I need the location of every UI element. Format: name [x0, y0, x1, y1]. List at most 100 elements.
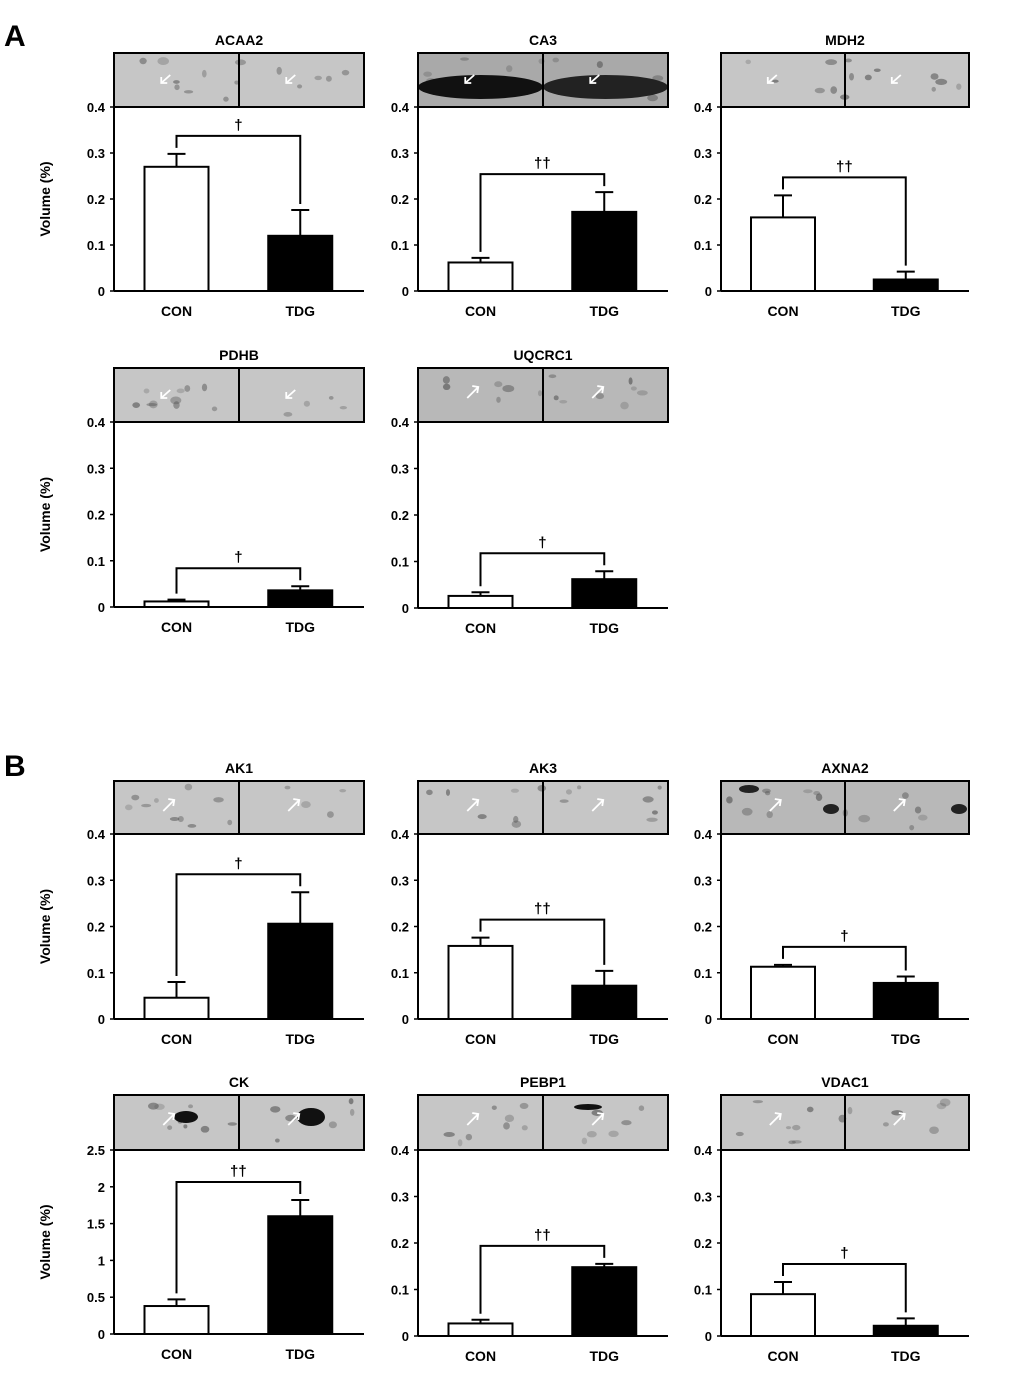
gel-spot: [443, 1131, 455, 1138]
x-tick-label-axna2: CON: [767, 1031, 798, 1047]
bar-tdg-axna2: [872, 981, 939, 1020]
gel-spot: [936, 1102, 947, 1110]
gel-spot: [201, 383, 208, 392]
spot-arrow-tdg-axna2-head: [898, 798, 906, 807]
gel-spot: [806, 1106, 814, 1113]
gel-spot: [297, 84, 303, 89]
y-tick-label-vdac1: 0.3: [694, 1190, 712, 1205]
y-tick-label-axna2: 0: [705, 1012, 712, 1027]
significance-marker-ak3: ††: [534, 901, 551, 918]
x-tick-label-ck: TDG: [285, 1346, 315, 1362]
x-tick-label-ck: CON: [161, 1346, 192, 1362]
bar-con-ca3: [447, 261, 514, 293]
spot-arrow-tdg-pdhb-shaft: [285, 389, 296, 399]
chart-title-uqcrc1: UQCRC1: [513, 347, 572, 363]
spot-arrow-con-axna2: [769, 798, 782, 812]
y-tick-label-axna2: 0.1: [694, 966, 712, 981]
significance-bracket-pebp1: [479, 1244, 606, 1314]
gel-spot: [234, 80, 240, 85]
spot-arrow-tdg-mdh2-shaft: [891, 74, 902, 84]
spot-arrow-tdg-ck-head: [293, 1112, 301, 1121]
spot-arrow-con-uqcrc1-shaft: [466, 386, 479, 399]
y-tick-label-pebp1: 0.3: [391, 1190, 409, 1205]
gel-spot: [519, 1102, 529, 1110]
x-tick-label-ca3: TDG: [589, 303, 619, 319]
gel-spot: [349, 1108, 355, 1116]
spot-arrow-con-vdac1: [769, 1112, 782, 1126]
significance-marker-ck: ††: [230, 1163, 247, 1180]
significance-bracket-ak1: [175, 873, 302, 976]
y-tick-label-ca3: 0.3: [391, 146, 409, 161]
y-tick-label-uqcrc1: 0.4: [391, 415, 410, 430]
significance-marker-mdh2: ††: [836, 158, 853, 175]
spot-arrow-tdg-mdh2: [890, 74, 902, 84]
gel-spot: [608, 1130, 619, 1138]
x-tick-label-acaa2: TDG: [285, 303, 315, 319]
spot-arrow-con-axna2-shaft: [769, 799, 782, 812]
spot-arrow-tdg-uqcrc1: [591, 385, 605, 399]
bar-tdg-ak1: [267, 922, 334, 1020]
y-tick-label-mdh2: 0.1: [694, 238, 712, 253]
gel-spot: [227, 1122, 238, 1126]
spot-arrow-con-ak1: [162, 798, 176, 812]
gel-spot: [565, 789, 572, 795]
y-tick-label-ak1: 0.2: [87, 920, 105, 935]
spot-arrow-tdg-pebp1-shaft: [591, 1113, 604, 1126]
significance-marker-pebp1: ††: [534, 1227, 551, 1244]
gel-spot: [149, 400, 158, 409]
gel-spot: [506, 65, 513, 73]
gel-spot: [752, 1100, 764, 1104]
spot-arrow-con-ck: [162, 1112, 176, 1126]
spot-arrow-con-acaa2-head: [160, 77, 168, 84]
x-tick-label-ca3: CON: [465, 303, 496, 319]
y-tick-label-pdhb: 0.4: [87, 415, 106, 430]
significance-bracket-axna2: [782, 945, 907, 971]
y-tick-label-ak3: 0.4: [391, 827, 410, 842]
gel-spot: [491, 1105, 497, 1110]
gel-spot: [141, 803, 152, 808]
gel-spot: [143, 388, 150, 394]
bar-tdg-ck: [267, 1215, 334, 1335]
gel-spot: [213, 797, 224, 803]
spot-arrow-con-vdac1-shaft: [769, 1113, 782, 1126]
gel-spot: [176, 388, 185, 394]
gel-spot: [445, 789, 451, 796]
x-tick-label-mdh2: CON: [767, 303, 798, 319]
gel-image-axna2: [720, 780, 970, 835]
gel-spot: [735, 1131, 744, 1137]
gel-spot: [457, 1139, 463, 1147]
chart-title-axna2: AXNA2: [821, 760, 869, 776]
gel-spot: [183, 90, 194, 94]
y-tick-label-acaa2: 0.2: [87, 192, 105, 207]
gel-spot: [423, 71, 432, 77]
gel-spot: [125, 804, 133, 811]
bar-con-ck: [143, 1305, 210, 1335]
gel-spot: [348, 1098, 354, 1105]
gel-spot: [339, 788, 347, 793]
gel-spot: [339, 405, 348, 410]
gel-spot: [503, 1122, 510, 1130]
x-tick-label-ak3: TDG: [589, 1031, 619, 1047]
significance-bracket-ca3: [479, 173, 606, 252]
gel-spot: [577, 785, 582, 790]
spot-arrow-con-uqcrc1-head: [472, 385, 480, 394]
bar-con-acaa2: [143, 165, 210, 292]
gel-spot: [844, 58, 852, 63]
y-tick-label-mdh2: 0.3: [694, 146, 712, 161]
y-tick-label-ck: 0: [98, 1327, 105, 1342]
gel-spot: [511, 820, 522, 828]
gel-image-acaa2: [113, 52, 365, 108]
chart-title-ak1: AK1: [225, 760, 253, 776]
gel-image-ak3: [417, 780, 669, 835]
bar-tdg-ca3: [571, 210, 638, 293]
spot-arrow-con-ck-head: [168, 1112, 176, 1121]
bar-con-uqcrc1: [447, 594, 514, 609]
gel-spot: [596, 61, 603, 68]
spot-arrow-tdg-ak1: [287, 798, 301, 812]
y-tick-label-acaa2: 0: [98, 284, 105, 299]
x-tick-label-acaa2: CON: [161, 303, 192, 319]
gel-spot: [909, 824, 915, 831]
gel-spot: [741, 807, 753, 816]
x-tick-label-mdh2: TDG: [891, 303, 921, 319]
